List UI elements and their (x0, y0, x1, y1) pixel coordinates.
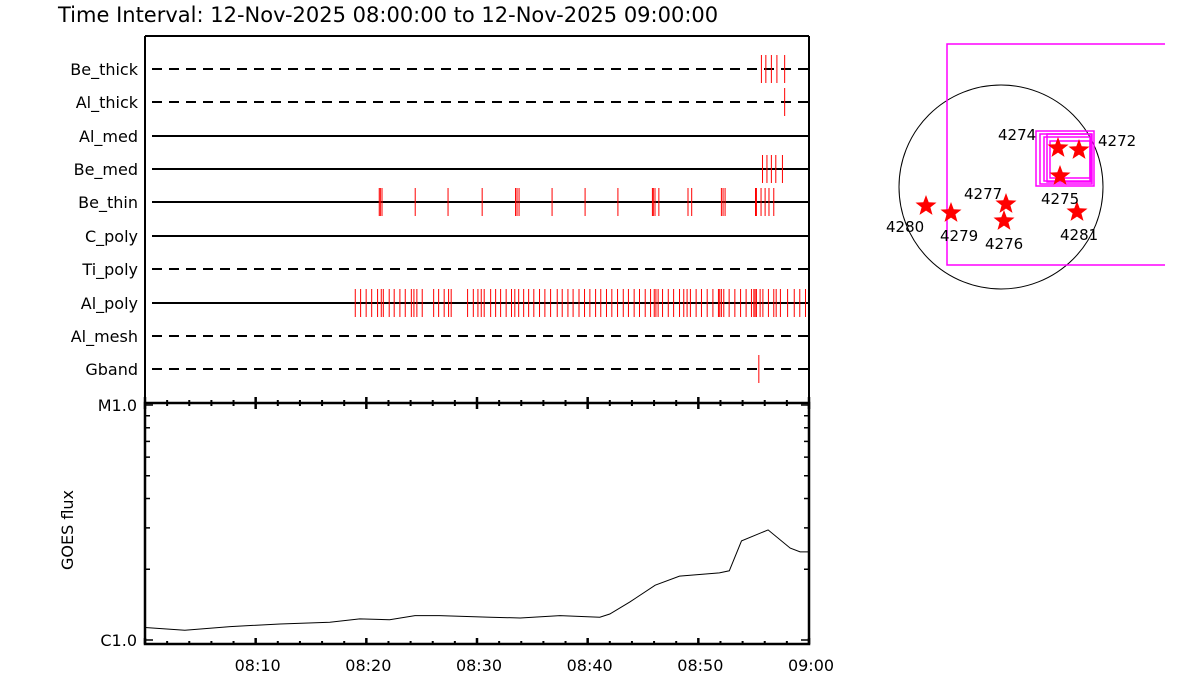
fov-box (1035, 130, 1095, 187)
filter-label: Al_poly (81, 294, 138, 314)
active-region-label: 4277 (964, 185, 1002, 203)
active-region-label: 4274 (998, 126, 1036, 144)
active-region-label: 4275 (1041, 190, 1079, 208)
active-region-label: 4272 (1098, 132, 1136, 150)
filter-row-gband: Gband (85, 355, 808, 383)
fov-box (1049, 140, 1091, 179)
filter-label: Al_med (79, 127, 138, 147)
filter-row-al-mesh: Al_mesh (71, 327, 808, 347)
filter-row-al-thick: Al_thick (76, 88, 808, 116)
filter-label: Be_thin (78, 193, 138, 213)
active-region-label: 4276 (985, 235, 1023, 253)
x-tick-label: 08:40 (567, 656, 613, 675)
active-region-star-icon (1068, 139, 1090, 159)
x-tick-label: 08:30 (456, 656, 502, 675)
chart-title: Time Interval: 12-Nov-2025 08:00:00 to 1… (58, 3, 719, 27)
filter-label: Al_mesh (71, 327, 138, 347)
filter-row-al-med: Al_med (79, 127, 808, 147)
filter-label: Gband (85, 360, 138, 379)
y-tick-label: M1.0 (98, 396, 137, 415)
x-tick-label: 08:50 (677, 656, 723, 675)
active-region-star-icon (1047, 137, 1069, 157)
fov-box (1046, 133, 1092, 183)
filter-row-be-thin: Be_thin (78, 188, 808, 216)
active-region-star-icon (1066, 201, 1088, 221)
filter-label: C_poly (85, 227, 138, 247)
y-tick-label: C1.0 (100, 631, 137, 650)
solar-disk (898, 84, 1104, 290)
filter-row-c-poly: C_poly (85, 227, 808, 247)
x-tick-label: 08:20 (345, 656, 391, 675)
active-region-star-icon (1049, 165, 1071, 185)
x-tick-label: 09:00 (788, 656, 834, 675)
goes-panel-frame (143, 401, 811, 646)
goes-flux-line (144, 529, 809, 631)
active-region-star-icon (940, 202, 962, 222)
active-region-label: 4281 (1060, 226, 1098, 244)
filter-row-be-med: Be_med (74, 155, 808, 183)
active-region-star-icon (993, 210, 1015, 230)
filter-label: Ti_poly (81, 260, 138, 280)
filter-row-ti-poly: Ti_poly (81, 260, 808, 280)
filter-label: Be_thick (70, 60, 138, 80)
active-region-star-icon (915, 195, 937, 215)
filter-label: Al_thick (76, 93, 139, 113)
filter-row-be-thick: Be_thick (70, 55, 808, 83)
xrt-fov-box (946, 43, 1165, 266)
y-axis-label: GOES flux (58, 490, 77, 570)
filter-label: Be_med (74, 160, 138, 180)
x-tick-label: 08:10 (235, 656, 281, 675)
filter-row-al-poly: Al_poly (81, 289, 808, 317)
solar-map: 4280 4279 4277 4276 4274 4272 4275 4281 (886, 43, 1165, 290)
active-region-label: 4279 (940, 227, 978, 245)
active-region-star-icon (995, 193, 1017, 213)
active-region-label: 4280 (886, 218, 924, 236)
